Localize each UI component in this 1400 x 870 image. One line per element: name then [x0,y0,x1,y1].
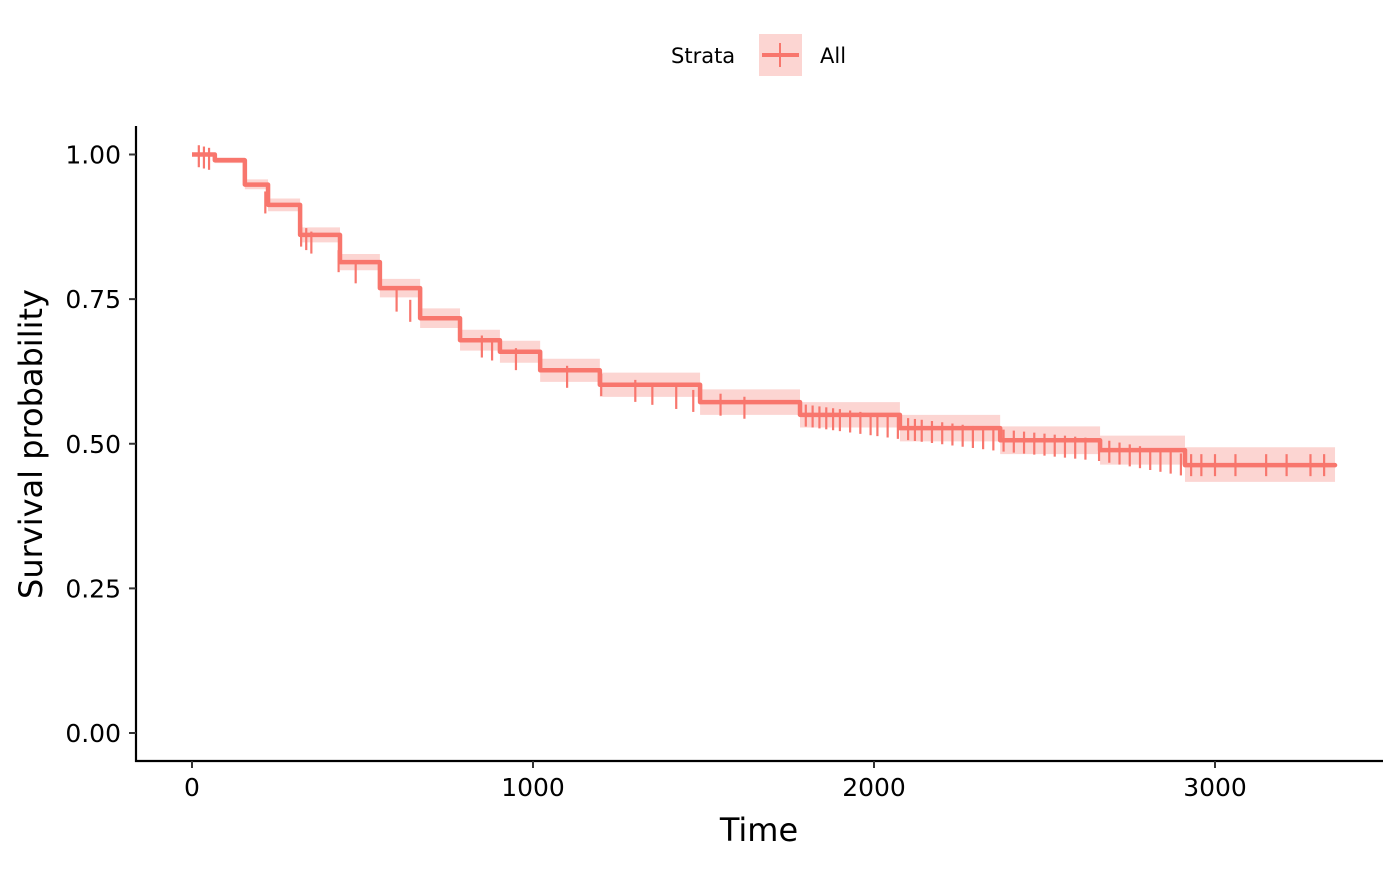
plot-area [192,145,1338,482]
legend: Strata All [671,34,846,76]
y-tick-label: 0.00 [65,719,121,748]
y-tick-label: 0.50 [65,430,121,459]
x-tick-label: 0 [184,773,200,802]
legend-title: Strata [671,44,735,68]
y-tick-label: 0.25 [65,574,121,603]
x-tick-label: 1000 [501,773,565,802]
y-axis-label: Survival probability [12,289,50,599]
legend-entry-all: All [820,44,846,68]
y-tick-label: 1.00 [65,141,121,170]
survival-curve [192,152,1338,468]
confidence-band [192,154,1336,482]
x-axis-label: Time [719,811,798,849]
x-tick-label: 2000 [842,773,906,802]
x-tick-label: 3000 [1183,773,1247,802]
y-tick-label: 0.75 [65,285,121,314]
